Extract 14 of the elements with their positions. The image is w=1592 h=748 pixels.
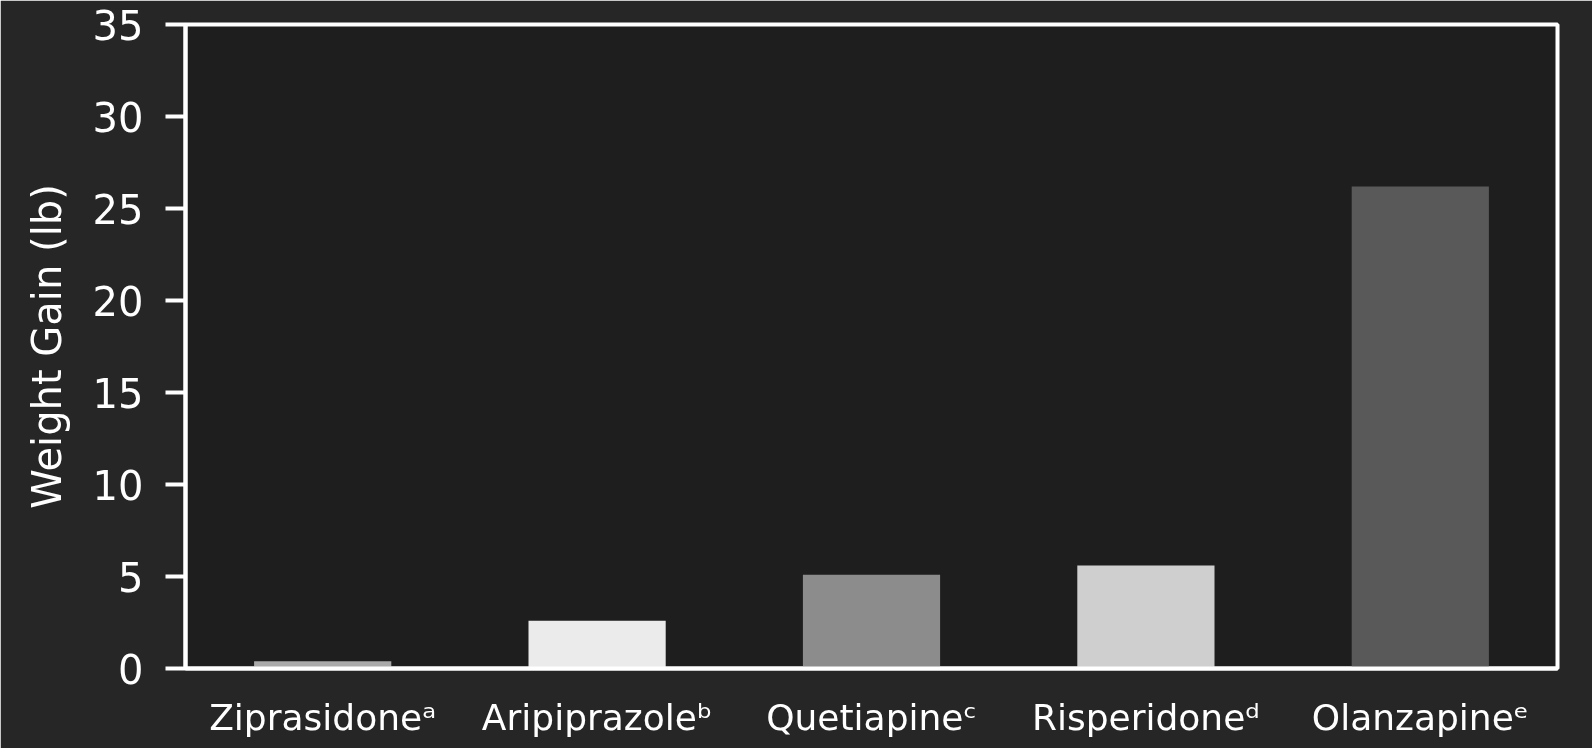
x-tick-label: Aripiprazoleᵇ (481, 696, 713, 738)
y-tick-label: 30 (92, 94, 144, 141)
x-tick-label: Ziprasidoneᵃ (209, 696, 437, 738)
y-axis-title: Weight Gain (lb) (23, 184, 70, 509)
y-tick-label: 0 (118, 646, 144, 693)
x-tick-label: Olanzapineᵉ (1311, 696, 1529, 738)
y-tick-label: 35 (92, 2, 144, 49)
y-tick-label: 5 (118, 554, 144, 601)
y-tick-label: 15 (92, 370, 144, 417)
y-tick-label: 10 (92, 462, 144, 509)
y-tick-label: 25 (92, 186, 144, 233)
x-tick-label: Risperidoneᵈ (1031, 696, 1260, 738)
x-tick-label: Quetiapineᶜ (766, 696, 977, 738)
y-tick-label: 20 (92, 278, 144, 325)
